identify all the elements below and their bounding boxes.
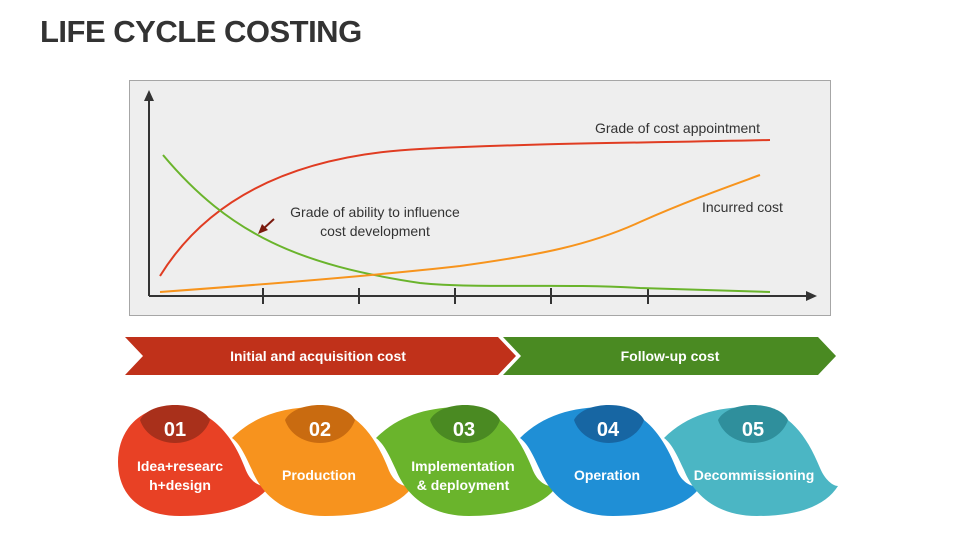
- stage-05-label-line1: Decommissioning: [694, 467, 815, 483]
- stage-05: 05 Decommissioning: [664, 405, 838, 516]
- stage-02-number: 02: [309, 419, 331, 441]
- cost-appointment-label: Grade of cost appointment: [595, 120, 760, 136]
- phase-follow-up-label: Follow-up cost: [621, 348, 720, 364]
- phase-initial: Initial and acquisition cost: [125, 337, 516, 375]
- phase-initial-label: Initial and acquisition cost: [230, 348, 406, 364]
- incurred-cost-label: Incurred cost: [702, 199, 783, 215]
- stage-03-number: 03: [453, 419, 475, 441]
- y-axis-arrowhead: [144, 90, 154, 101]
- x-axis-arrowhead: [806, 291, 817, 301]
- chart-axes: [144, 90, 817, 304]
- stage-01: 01 Idea+researc h+design: [118, 405, 270, 516]
- stage-01-label-line2: h+design: [149, 477, 211, 493]
- incurred-cost-curve: [159, 174, 761, 293]
- stage-03: 03 Implementation & deployment: [376, 405, 557, 516]
- stage-02-label-line1: Production: [282, 467, 356, 483]
- stage-02: 02 Production: [232, 405, 413, 516]
- stage-01-number: 01: [164, 419, 186, 441]
- chart-panel: [129, 80, 831, 316]
- stage-03-label-line2: & deployment: [417, 477, 510, 493]
- stage-01-label-line1: Idea+researc: [137, 458, 223, 474]
- influence-label-line1: Grade of ability to influence: [290, 204, 460, 220]
- page-title: LIFE CYCLE COSTING: [40, 14, 362, 49]
- annotation-arrow: [258, 218, 275, 234]
- stage-03-label-line1: Implementation: [411, 458, 514, 474]
- cost-appointment-curve: [159, 139, 771, 277]
- phase-follow-up: Follow-up cost: [503, 337, 836, 375]
- influence-label-line2: cost development: [320, 223, 430, 239]
- stage-05-number: 05: [742, 419, 764, 441]
- stage-04-number: 04: [597, 419, 620, 441]
- influence-ability-curve: [162, 154, 771, 293]
- stage-04-label-line1: Operation: [574, 467, 640, 483]
- stage-04: 04 Operation: [520, 405, 701, 516]
